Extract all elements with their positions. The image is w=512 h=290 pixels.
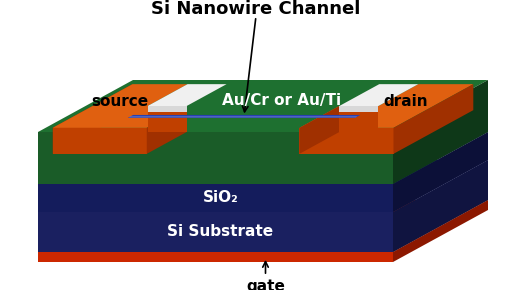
Polygon shape — [38, 132, 393, 184]
Polygon shape — [393, 160, 488, 252]
Polygon shape — [53, 84, 133, 154]
Polygon shape — [127, 115, 360, 118]
Polygon shape — [147, 106, 187, 132]
Text: gate: gate — [246, 279, 285, 290]
Polygon shape — [38, 200, 488, 252]
Polygon shape — [339, 84, 418, 106]
Polygon shape — [147, 106, 187, 112]
Polygon shape — [53, 84, 187, 128]
Polygon shape — [38, 132, 488, 184]
Polygon shape — [38, 80, 488, 132]
Polygon shape — [147, 84, 227, 106]
Polygon shape — [339, 106, 378, 112]
Polygon shape — [393, 80, 488, 184]
Text: Au/Cr or Au/Ti: Au/Cr or Au/Ti — [222, 93, 342, 108]
Polygon shape — [393, 132, 488, 212]
Polygon shape — [394, 84, 473, 154]
Text: Si Substrate: Si Substrate — [167, 224, 273, 240]
Polygon shape — [393, 200, 488, 262]
Text: source: source — [92, 93, 148, 108]
Polygon shape — [300, 84, 473, 128]
Polygon shape — [38, 184, 393, 212]
Text: Si Nanowire Channel: Si Nanowire Channel — [152, 0, 360, 18]
Polygon shape — [300, 128, 394, 154]
Polygon shape — [339, 106, 378, 132]
Text: SiO₂: SiO₂ — [203, 191, 239, 206]
Polygon shape — [38, 212, 393, 252]
Polygon shape — [53, 128, 147, 154]
Polygon shape — [38, 252, 393, 262]
Polygon shape — [38, 160, 488, 212]
Polygon shape — [147, 106, 187, 154]
Text: drain: drain — [383, 93, 428, 108]
Polygon shape — [300, 106, 339, 154]
